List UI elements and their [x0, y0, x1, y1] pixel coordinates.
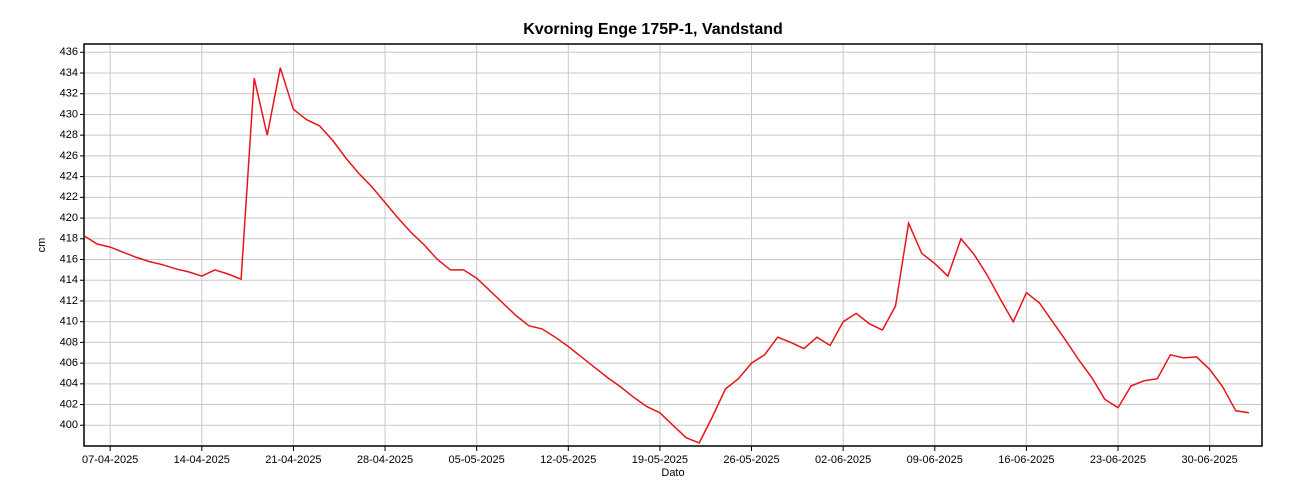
- x-tick-label: 05-05-2025: [449, 454, 505, 466]
- y-tick-label: 410: [60, 316, 78, 328]
- x-tick-label: 23-06-2025: [1090, 454, 1146, 466]
- x-tick-label: 19-05-2025: [632, 454, 688, 466]
- y-tick-label: 432: [60, 88, 78, 100]
- x-tick-label: 14-04-2025: [174, 454, 230, 466]
- x-tick-label: 26-05-2025: [723, 454, 779, 466]
- y-tick-label: 434: [60, 67, 78, 79]
- y-tick-label: 418: [60, 233, 78, 245]
- y-tick-label: 420: [60, 212, 78, 224]
- x-tick-label: 07-04-2025: [82, 454, 138, 466]
- x-tick-label: 28-04-2025: [357, 454, 413, 466]
- y-tick-label: 406: [60, 357, 78, 369]
- y-tick-label: 436: [60, 46, 78, 58]
- x-tick-label: 16-06-2025: [998, 454, 1054, 466]
- x-tick-label: 02-06-2025: [815, 454, 871, 466]
- data-line: [83, 67, 1250, 444]
- y-tick-label: 408: [60, 336, 78, 348]
- x-axis-label: Dato: [661, 467, 684, 479]
- y-tick-label: 400: [60, 419, 78, 431]
- plot-frame: [83, 43, 1263, 447]
- y-tick-label: 416: [60, 253, 78, 265]
- y-tick-label: 428: [60, 129, 78, 141]
- x-tick-label: 09-06-2025: [907, 454, 963, 466]
- y-axis-label: cm: [36, 238, 48, 253]
- y-tick-label: 412: [60, 295, 78, 307]
- y-tick-label: 430: [60, 108, 78, 120]
- x-tick-label: 30-06-2025: [1182, 454, 1238, 466]
- y-tick-label: 424: [60, 171, 78, 183]
- y-tick-label: 402: [60, 398, 78, 410]
- x-tick-label: 21-04-2025: [265, 454, 321, 466]
- y-tick-label: 414: [60, 274, 78, 286]
- x-tick-label: 12-05-2025: [540, 454, 596, 466]
- y-tick-label: 422: [60, 191, 78, 203]
- chart-title: Kvorning Enge 175P-1, Vandstand: [523, 21, 783, 38]
- y-tick-label: 404: [60, 378, 78, 390]
- y-tick-label: 426: [60, 150, 78, 162]
